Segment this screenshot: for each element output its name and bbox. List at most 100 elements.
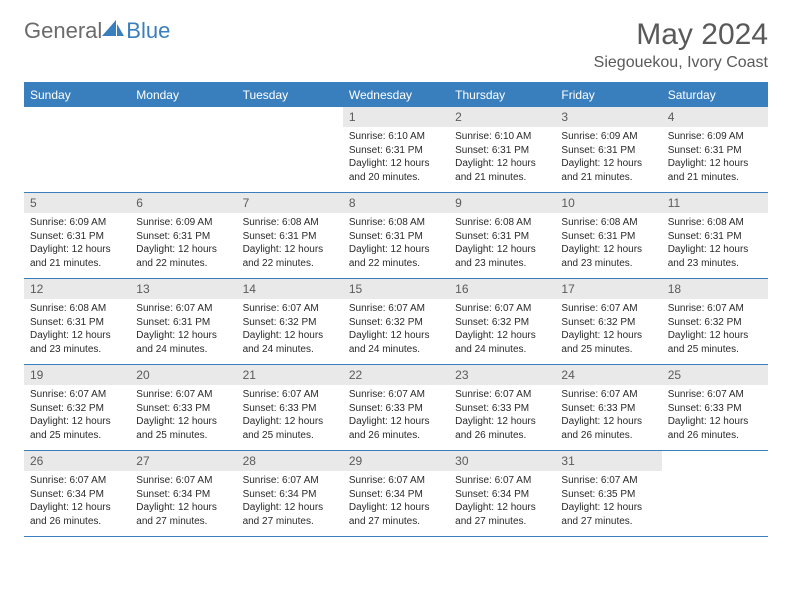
logo-text-blue: Blue [126, 18, 170, 44]
title-block: May 2024 Siegouekou, Ivory Coast [594, 18, 768, 72]
day-content: Sunrise: 6:07 AMSunset: 6:32 PMDaylight:… [662, 299, 768, 362]
day-cell: 14Sunrise: 6:07 AMSunset: 6:32 PMDayligh… [237, 279, 343, 364]
week-row: 5Sunrise: 6:09 AMSunset: 6:31 PMDaylight… [24, 192, 768, 278]
day-content: Sunrise: 6:09 AMSunset: 6:31 PMDaylight:… [24, 213, 130, 276]
day-number: 24 [555, 365, 661, 385]
day-number: 3 [555, 107, 661, 127]
day-number: 15 [343, 279, 449, 299]
day-cell: 25Sunrise: 6:07 AMSunset: 6:33 PMDayligh… [662, 365, 768, 450]
day-content: Sunrise: 6:07 AMSunset: 6:33 PMDaylight:… [555, 385, 661, 448]
day-content: Sunrise: 6:07 AMSunset: 6:33 PMDaylight:… [130, 385, 236, 448]
day-cell: 17Sunrise: 6:07 AMSunset: 6:32 PMDayligh… [555, 279, 661, 364]
month-title: May 2024 [594, 18, 768, 52]
day-content: Sunrise: 6:07 AMSunset: 6:32 PMDaylight:… [555, 299, 661, 362]
day-number: 17 [555, 279, 661, 299]
day-cell: 2Sunrise: 6:10 AMSunset: 6:31 PMDaylight… [449, 107, 555, 192]
day-number: 20 [130, 365, 236, 385]
day-content: Sunrise: 6:09 AMSunset: 6:31 PMDaylight:… [130, 213, 236, 276]
week-row: 1Sunrise: 6:10 AMSunset: 6:31 PMDaylight… [24, 106, 768, 192]
day-number: 8 [343, 193, 449, 213]
day-number: 14 [237, 279, 343, 299]
week-row: 26Sunrise: 6:07 AMSunset: 6:34 PMDayligh… [24, 450, 768, 536]
day-content: Sunrise: 6:08 AMSunset: 6:31 PMDaylight:… [662, 213, 768, 276]
day-cell: 5Sunrise: 6:09 AMSunset: 6:31 PMDaylight… [24, 193, 130, 278]
day-header: Monday [130, 84, 236, 106]
week-row: 19Sunrise: 6:07 AMSunset: 6:32 PMDayligh… [24, 364, 768, 450]
day-cell: 7Sunrise: 6:08 AMSunset: 6:31 PMDaylight… [237, 193, 343, 278]
day-cell: 30Sunrise: 6:07 AMSunset: 6:34 PMDayligh… [449, 451, 555, 536]
day-cell: 4Sunrise: 6:09 AMSunset: 6:31 PMDaylight… [662, 107, 768, 192]
logo: General Blue [24, 18, 170, 44]
day-content: Sunrise: 6:07 AMSunset: 6:34 PMDaylight:… [237, 471, 343, 534]
day-content: Sunrise: 6:07 AMSunset: 6:34 PMDaylight:… [24, 471, 130, 534]
day-cell: 21Sunrise: 6:07 AMSunset: 6:33 PMDayligh… [237, 365, 343, 450]
day-content: Sunrise: 6:09 AMSunset: 6:31 PMDaylight:… [662, 127, 768, 190]
day-cell: 20Sunrise: 6:07 AMSunset: 6:33 PMDayligh… [130, 365, 236, 450]
location: Siegouekou, Ivory Coast [594, 54, 768, 72]
day-cell: 24Sunrise: 6:07 AMSunset: 6:33 PMDayligh… [555, 365, 661, 450]
day-cell: 8Sunrise: 6:08 AMSunset: 6:31 PMDaylight… [343, 193, 449, 278]
day-number: 10 [555, 193, 661, 213]
day-content: Sunrise: 6:07 AMSunset: 6:33 PMDaylight:… [237, 385, 343, 448]
day-number: 19 [24, 365, 130, 385]
day-number: 28 [237, 451, 343, 471]
day-content: Sunrise: 6:07 AMSunset: 6:32 PMDaylight:… [24, 385, 130, 448]
day-cell: 28Sunrise: 6:07 AMSunset: 6:34 PMDayligh… [237, 451, 343, 536]
day-number: 31 [555, 451, 661, 471]
week-row: 12Sunrise: 6:08 AMSunset: 6:31 PMDayligh… [24, 278, 768, 364]
day-number: 11 [662, 193, 768, 213]
day-cell: 11Sunrise: 6:08 AMSunset: 6:31 PMDayligh… [662, 193, 768, 278]
day-number: 4 [662, 107, 768, 127]
day-content: Sunrise: 6:10 AMSunset: 6:31 PMDaylight:… [343, 127, 449, 190]
day-number: 22 [343, 365, 449, 385]
day-header: Wednesday [343, 84, 449, 106]
day-number: 2 [449, 107, 555, 127]
day-cell: 12Sunrise: 6:08 AMSunset: 6:31 PMDayligh… [24, 279, 130, 364]
day-header: Tuesday [237, 84, 343, 106]
day-cell: 16Sunrise: 6:07 AMSunset: 6:32 PMDayligh… [449, 279, 555, 364]
day-cell: 22Sunrise: 6:07 AMSunset: 6:33 PMDayligh… [343, 365, 449, 450]
day-number: 29 [343, 451, 449, 471]
day-content: Sunrise: 6:07 AMSunset: 6:34 PMDaylight:… [449, 471, 555, 534]
day-number: 27 [130, 451, 236, 471]
day-content: Sunrise: 6:07 AMSunset: 6:34 PMDaylight:… [343, 471, 449, 534]
day-number: 9 [449, 193, 555, 213]
day-number: 6 [130, 193, 236, 213]
day-content: Sunrise: 6:07 AMSunset: 6:34 PMDaylight:… [130, 471, 236, 534]
day-cell [130, 107, 236, 192]
day-cell: 29Sunrise: 6:07 AMSunset: 6:34 PMDayligh… [343, 451, 449, 536]
day-cell [662, 451, 768, 536]
day-content: Sunrise: 6:09 AMSunset: 6:31 PMDaylight:… [555, 127, 661, 190]
day-cell: 31Sunrise: 6:07 AMSunset: 6:35 PMDayligh… [555, 451, 661, 536]
day-header: Friday [555, 84, 661, 106]
day-number: 1 [343, 107, 449, 127]
day-number: 13 [130, 279, 236, 299]
day-cell: 1Sunrise: 6:10 AMSunset: 6:31 PMDaylight… [343, 107, 449, 192]
day-number: 18 [662, 279, 768, 299]
day-number: 21 [237, 365, 343, 385]
day-content: Sunrise: 6:08 AMSunset: 6:31 PMDaylight:… [24, 299, 130, 362]
day-number: 26 [24, 451, 130, 471]
day-number: 25 [662, 365, 768, 385]
day-cell: 9Sunrise: 6:08 AMSunset: 6:31 PMDaylight… [449, 193, 555, 278]
day-cell: 15Sunrise: 6:07 AMSunset: 6:32 PMDayligh… [343, 279, 449, 364]
day-content: Sunrise: 6:07 AMSunset: 6:32 PMDaylight:… [237, 299, 343, 362]
day-content: Sunrise: 6:08 AMSunset: 6:31 PMDaylight:… [343, 213, 449, 276]
calendar-header-row: SundayMondayTuesdayWednesdayThursdayFrid… [24, 84, 768, 106]
day-content: Sunrise: 6:08 AMSunset: 6:31 PMDaylight:… [237, 213, 343, 276]
day-header: Saturday [662, 84, 768, 106]
day-header: Thursday [449, 84, 555, 106]
day-number: 23 [449, 365, 555, 385]
day-cell: 18Sunrise: 6:07 AMSunset: 6:32 PMDayligh… [662, 279, 768, 364]
day-content: Sunrise: 6:07 AMSunset: 6:33 PMDaylight:… [662, 385, 768, 448]
day-content: Sunrise: 6:07 AMSunset: 6:32 PMDaylight:… [343, 299, 449, 362]
day-cell [237, 107, 343, 192]
day-content: Sunrise: 6:08 AMSunset: 6:31 PMDaylight:… [449, 213, 555, 276]
day-content: Sunrise: 6:07 AMSunset: 6:32 PMDaylight:… [449, 299, 555, 362]
day-cell: 19Sunrise: 6:07 AMSunset: 6:32 PMDayligh… [24, 365, 130, 450]
day-cell: 3Sunrise: 6:09 AMSunset: 6:31 PMDaylight… [555, 107, 661, 192]
day-number: 12 [24, 279, 130, 299]
calendar: SundayMondayTuesdayWednesdayThursdayFrid… [24, 82, 768, 537]
day-content: Sunrise: 6:07 AMSunset: 6:33 PMDaylight:… [343, 385, 449, 448]
day-cell: 6Sunrise: 6:09 AMSunset: 6:31 PMDaylight… [130, 193, 236, 278]
